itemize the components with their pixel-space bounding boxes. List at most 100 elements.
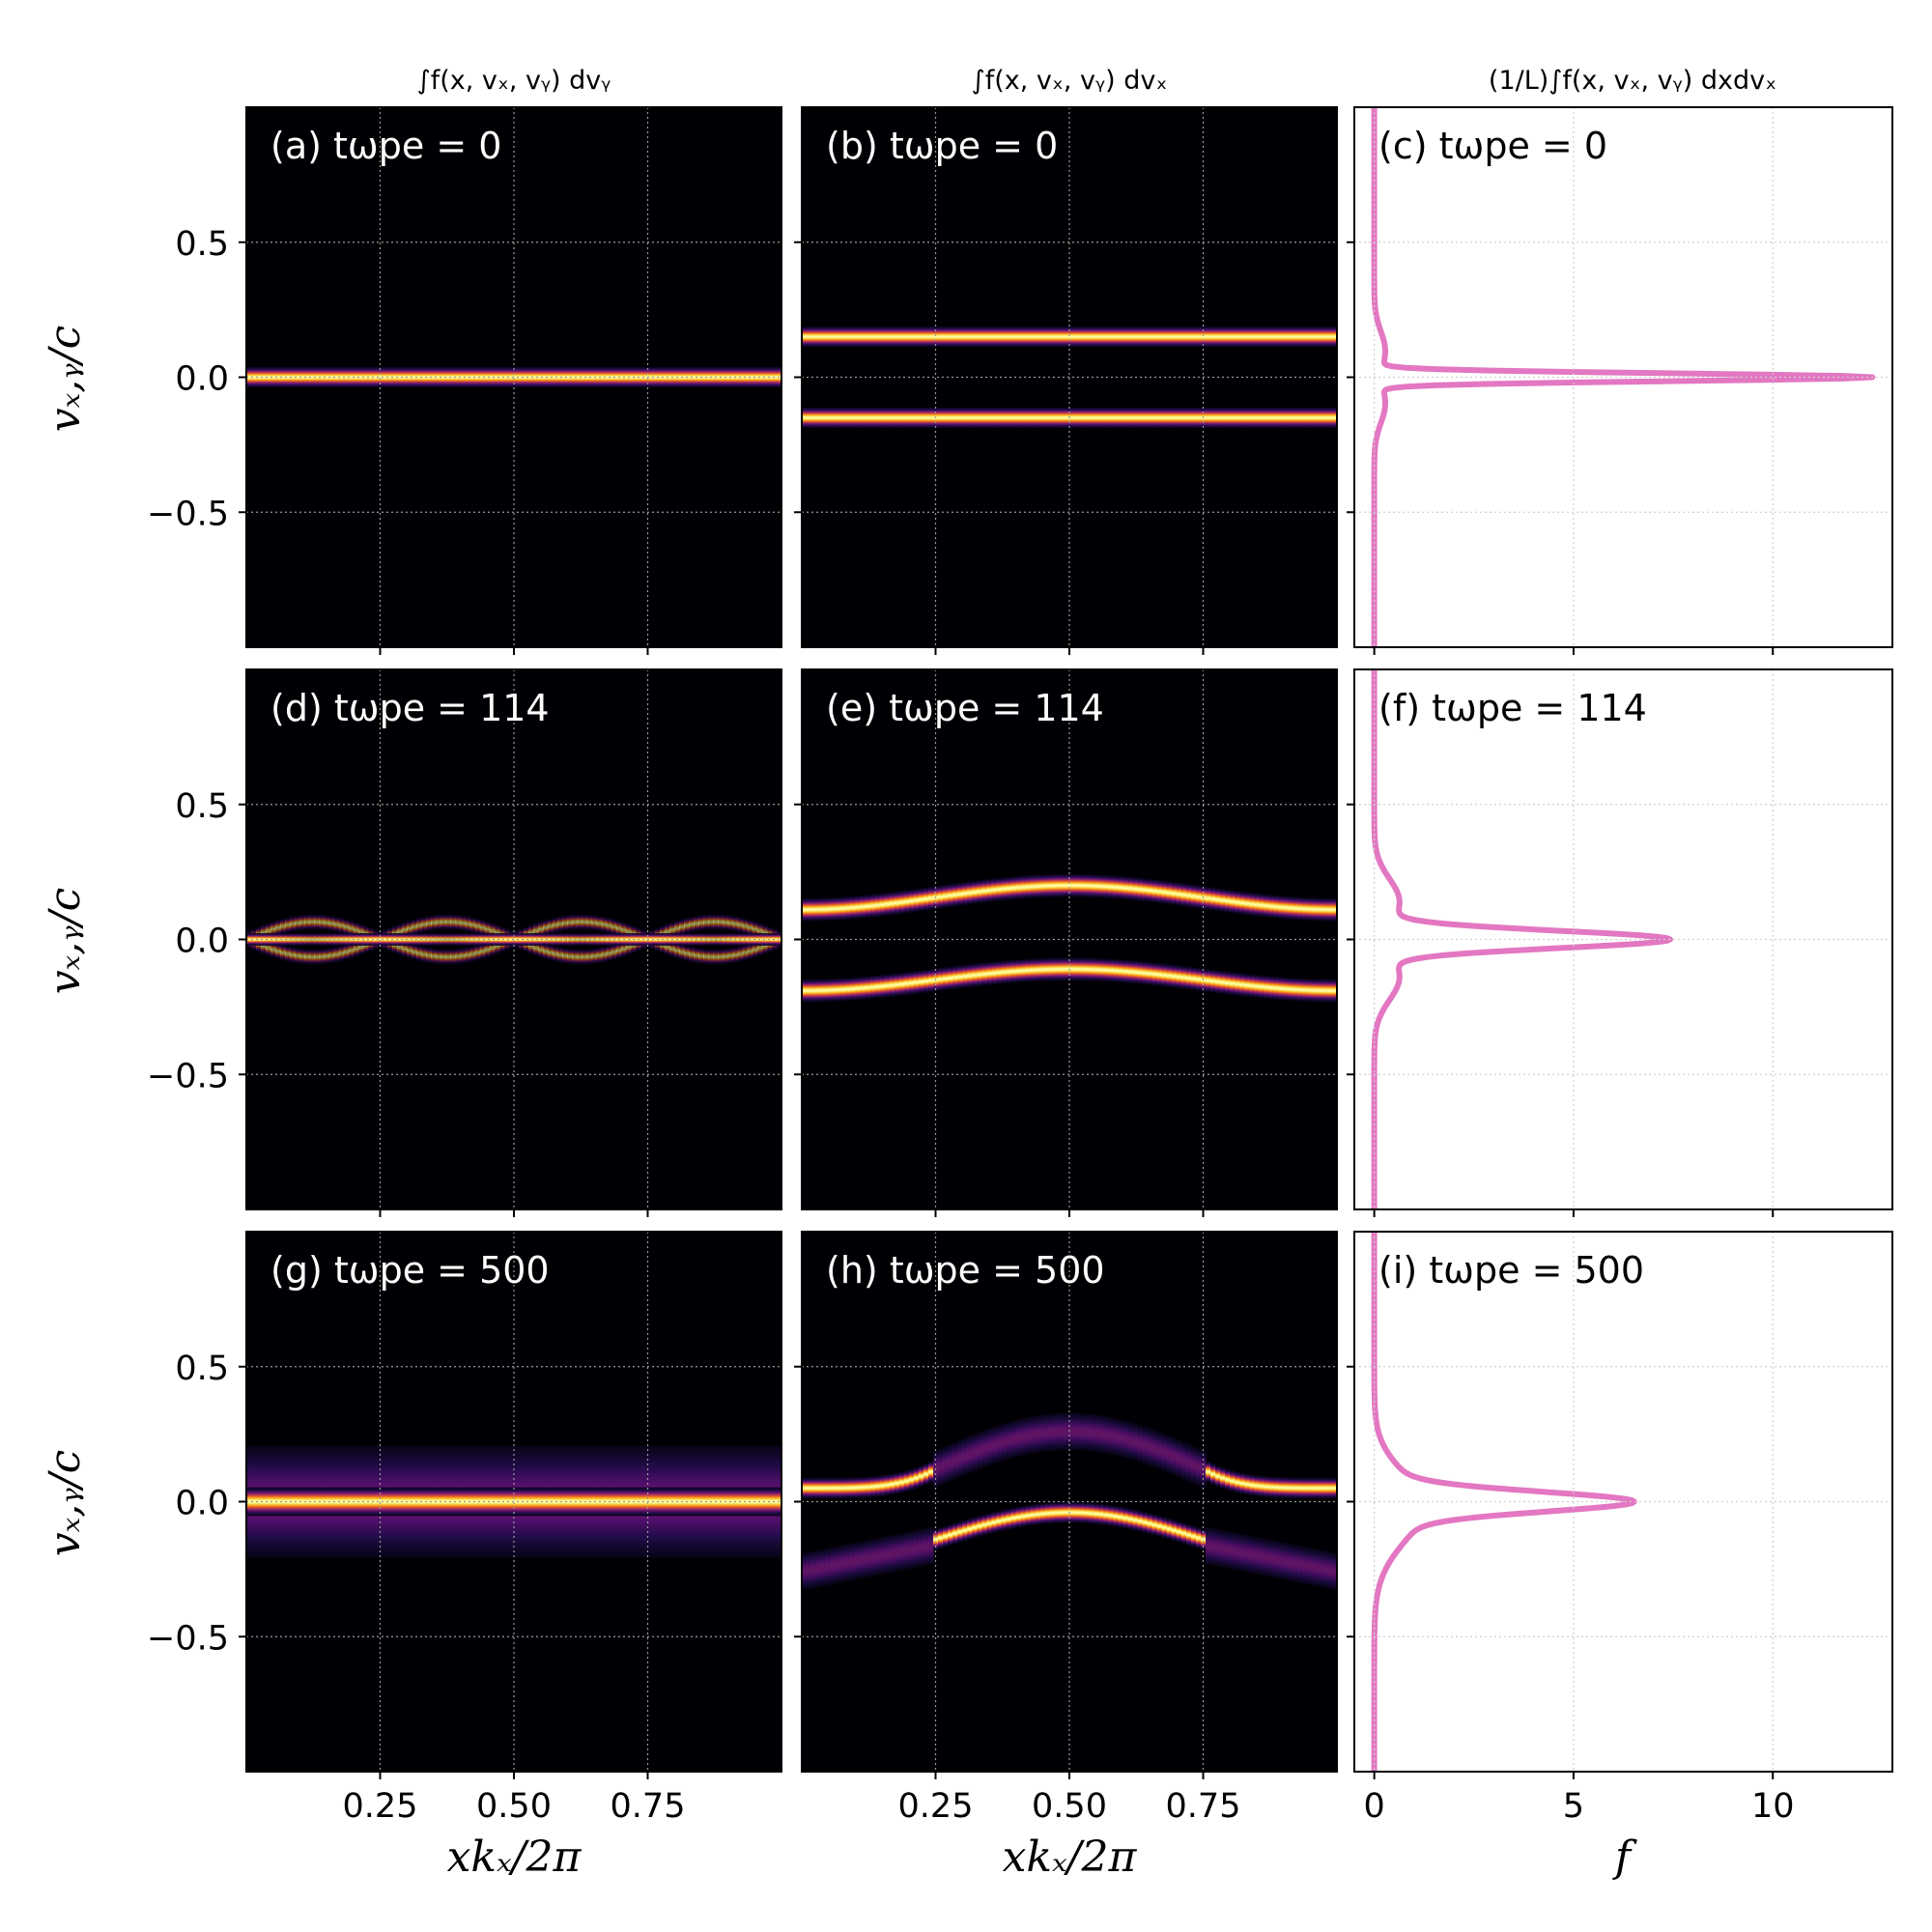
beam-faint [1079,1413,1085,1451]
beam-segment [684,918,690,934]
beam-core [357,933,364,946]
beam-segment [1049,874,1056,897]
beam-segment [831,979,837,1002]
beam-segment [826,1477,832,1499]
beam-segment [1108,958,1114,982]
beam-segment [908,326,915,348]
beam-segment [1054,957,1061,981]
beam-segment [1278,407,1285,429]
beam-faint [1030,1416,1037,1454]
beam-segment [1297,407,1304,429]
beam-segment [1225,971,1231,995]
ytick-label: 0.0 [175,1485,229,1523]
beam-segment [923,407,929,429]
beam-segment [261,1487,267,1517]
beam-segment [1156,407,1163,429]
beam-segment [353,941,359,957]
beam-segment [1079,957,1085,981]
beam-segment [986,879,993,902]
beam-segment [1326,326,1333,348]
beam-segment [1094,874,1099,897]
beam-segment [1118,959,1123,982]
beam-segment [367,366,374,388]
beam-segment [1317,326,1323,348]
beam-segment [1244,974,1250,997]
beam-faint [981,1430,987,1467]
beam-segment [996,877,1003,901]
beam-segment [407,921,412,936]
beam-core [280,933,286,946]
beam-segment [855,977,862,1000]
beam-segment [865,407,871,429]
beam-segment [927,407,934,429]
beam-segment [1127,1508,1134,1530]
beam-segment [840,978,846,1001]
beam-segment [1089,326,1094,348]
beam-faint [1321,1550,1328,1588]
beam-segment [718,949,724,965]
beam-segment [596,948,603,963]
beam-segment [1206,887,1211,910]
beam-segment [412,919,417,935]
beam-segment [1069,873,1075,897]
beam-segment [348,921,355,936]
beam-segment [703,914,710,930]
beam-segment [1113,875,1119,899]
beam-segment [807,979,812,1003]
beam-faint [1089,1413,1094,1452]
beam-segment [1161,963,1168,987]
beam-faint [1273,1541,1280,1578]
beam-faint [860,1541,867,1578]
beam-core [397,933,403,946]
beam-segment [407,366,412,388]
beam-segment [684,945,690,961]
beam-segment [986,326,993,348]
beam-segment [1254,1475,1261,1496]
beam-segment [557,947,563,963]
beam-segment [874,407,881,429]
beam-segment [1054,326,1061,348]
beam-segment [290,366,296,388]
beam-segment [1331,1477,1338,1499]
beam-segment [737,946,744,962]
beam-segment [1244,326,1250,348]
beam-segment [807,898,812,922]
beam-segment [606,918,612,934]
beam-segment [1307,407,1314,429]
beam-segment [865,976,871,1000]
beam-segment [1254,893,1261,917]
beam-faint [1069,1412,1075,1450]
beam-segment [416,945,422,961]
beam-segment [957,882,963,906]
beam-segment [1001,877,1008,900]
beam-segment [304,366,311,388]
beam-segment [1235,973,1240,996]
beam-segment [1317,407,1323,429]
beam-segment [1302,407,1309,429]
beam-segment [1249,407,1255,429]
beam-segment [397,1487,403,1517]
ylabel-row-2: vₓ,ᵧ/c [41,888,90,995]
beam-segment [1113,326,1119,348]
beam-segment [469,946,476,962]
beam-segment [524,366,529,388]
beam-faint [1049,1413,1056,1451]
beam-segment [1230,972,1236,995]
beam-core [503,933,510,946]
beam-segment [850,326,856,348]
beam-core [528,933,534,946]
beam-segment [889,326,895,348]
beam-faint [1190,1446,1197,1484]
beam-segment [431,1487,438,1517]
beam-segment [1259,894,1265,917]
beam-segment [811,326,817,348]
beam-segment [538,921,544,937]
beam-faint [1331,1552,1338,1590]
beam-segment [952,1522,958,1544]
beam-segment [821,1477,827,1499]
beam-core [474,933,481,946]
beam-segment [270,921,276,937]
beam-faint [840,1545,846,1582]
beam-segment [943,885,949,908]
beam-segment [1084,957,1090,981]
